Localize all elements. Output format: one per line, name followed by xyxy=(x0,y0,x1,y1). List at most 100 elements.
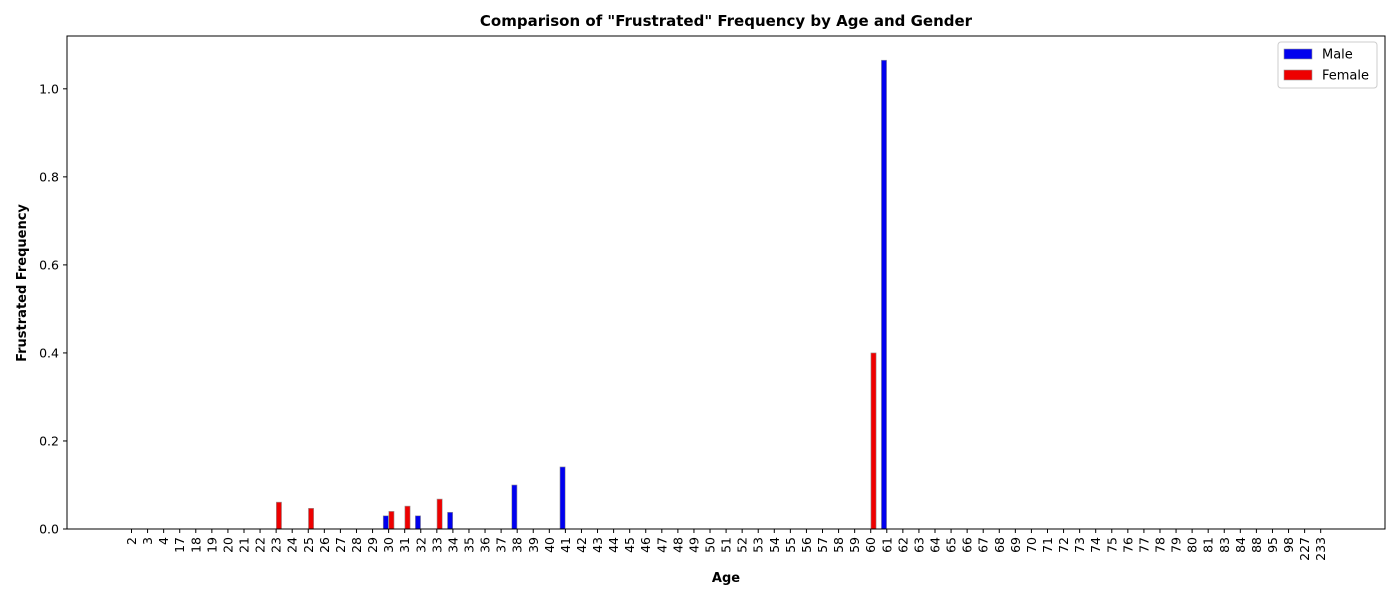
x-axis-label: Age xyxy=(712,571,740,586)
x-tick-label: 54 xyxy=(767,537,782,553)
y-tick-label: 1.0 xyxy=(39,81,59,96)
x-tick-label: 72 xyxy=(1056,537,1071,553)
x-tick-label: 35 xyxy=(461,537,476,553)
x-tick-label: 95 xyxy=(1265,537,1280,553)
x-tick-label: 29 xyxy=(365,537,380,553)
x-tick-label: 31 xyxy=(397,537,412,553)
x-tick-label: 49 xyxy=(686,537,701,553)
y-tick-label: 0.6 xyxy=(39,257,59,272)
x-tick-label: 79 xyxy=(1169,537,1184,553)
bar-female-age-30 xyxy=(388,511,395,530)
bar-female-age-33 xyxy=(436,498,443,530)
bar-female-age-60 xyxy=(870,352,877,530)
bar-male-age-61 xyxy=(881,59,887,530)
legend-label-male: Male xyxy=(1322,48,1353,63)
bar-female-age-23 xyxy=(276,501,282,530)
x-tick-label: 80 xyxy=(1185,537,1200,553)
x-tick-label: 47 xyxy=(654,537,669,553)
bars-layer xyxy=(276,59,887,530)
x-tick-label: 37 xyxy=(494,537,509,553)
x-tick-label: 19 xyxy=(204,537,219,553)
x-tick-label: 65 xyxy=(944,537,959,553)
x-tick-label: 52 xyxy=(735,537,750,553)
x-axis: 2 3 4 17 18 19 20 21 22 23 24 25 26 27 28 29 30 31 32 33 34 3… xyxy=(124,529,1328,561)
x-tick-label: 73 xyxy=(1072,537,1087,553)
x-tick-label: 227 xyxy=(1297,537,1312,561)
x-tick-label: 4 xyxy=(156,537,171,545)
legend-swatch-female xyxy=(1283,69,1313,81)
x-tick-label: 68 xyxy=(992,537,1007,553)
y-tick-label: 0.4 xyxy=(39,345,59,360)
x-tick-label: 88 xyxy=(1249,537,1264,553)
y-tick-label: 0.2 xyxy=(39,433,59,448)
x-tick-label: 24 xyxy=(285,537,300,553)
x-tick-label: 50 xyxy=(703,537,718,553)
x-tick-label: 2 xyxy=(124,537,139,545)
x-tick-label: 55 xyxy=(783,537,798,553)
x-tick-label: 44 xyxy=(606,537,621,553)
x-tick-label: 62 xyxy=(895,537,910,553)
x-tick-label: 25 xyxy=(301,537,316,553)
chart-title: Comparison of "Frustrated" Frequency by … xyxy=(480,12,973,30)
x-tick-label: 77 xyxy=(1136,537,1151,553)
x-tick-label: 61 xyxy=(879,537,894,553)
x-tick-label: 81 xyxy=(1201,537,1216,553)
x-tick-label: 76 xyxy=(1120,537,1135,553)
x-tick-label: 60 xyxy=(863,537,878,553)
x-tick-label: 33 xyxy=(429,537,444,553)
x-tick-label: 70 xyxy=(1024,537,1039,553)
x-tick-label: 98 xyxy=(1281,537,1296,553)
x-tick-label: 40 xyxy=(542,537,557,553)
plot-area xyxy=(66,35,1386,530)
x-tick-label: 64 xyxy=(928,537,943,553)
x-tick-label: 45 xyxy=(622,537,637,553)
x-tick-label: 27 xyxy=(333,537,348,553)
x-tick-label: 67 xyxy=(976,537,991,553)
x-tick-label: 84 xyxy=(1233,537,1248,553)
y-axis: 0.0 0.2 0.4 0.6 0.8 1.0 xyxy=(39,81,67,537)
x-tick-label: 57 xyxy=(815,537,830,553)
x-tick-label: 17 xyxy=(172,537,187,553)
x-tick-label: 43 xyxy=(590,537,605,553)
x-tick-label: 75 xyxy=(1104,537,1119,553)
x-tick-label: 26 xyxy=(317,537,332,553)
x-tick-label: 23 xyxy=(269,537,284,553)
x-tick-label: 28 xyxy=(349,537,364,553)
x-tick-label: 78 xyxy=(1152,537,1167,553)
y-tick-label: 0.8 xyxy=(39,169,59,184)
bar-female-age-31 xyxy=(404,505,411,530)
x-tick-label: 69 xyxy=(1008,537,1023,553)
x-tick-label: 53 xyxy=(751,537,766,553)
x-tick-label: 233 xyxy=(1313,537,1328,561)
x-tick-label: 71 xyxy=(1040,537,1055,553)
x-tick-label: 59 xyxy=(847,537,862,553)
legend: Male Female xyxy=(1277,41,1378,89)
x-tick-label: 58 xyxy=(831,537,846,553)
bar-male-age-34 xyxy=(447,511,453,530)
x-tick-label: 51 xyxy=(719,537,734,553)
bar-female-age-25 xyxy=(308,508,314,530)
x-tick-label: 63 xyxy=(911,537,926,553)
x-tick-label: 18 xyxy=(188,537,203,553)
x-tick-label: 20 xyxy=(220,537,235,553)
x-tick-label: 66 xyxy=(960,537,975,553)
x-tick-label: 42 xyxy=(574,537,589,553)
x-tick-label: 30 xyxy=(381,537,396,553)
legend-label-female: Female xyxy=(1322,69,1369,84)
x-tick-label: 83 xyxy=(1217,537,1232,553)
x-tick-label: 32 xyxy=(413,537,428,553)
x-tick-label: 3 xyxy=(140,537,155,545)
x-tick-label: 21 xyxy=(236,537,251,553)
bar-male-age-41 xyxy=(559,466,566,530)
x-tick-label: 38 xyxy=(510,537,525,553)
bar-male-age-30 xyxy=(382,515,389,530)
x-tick-label: 41 xyxy=(558,537,573,553)
x-tick-label: 56 xyxy=(799,537,814,553)
x-tick-label: 36 xyxy=(478,537,493,553)
x-tick-label: 22 xyxy=(253,537,268,553)
x-tick-label: 46 xyxy=(638,537,653,553)
x-tick-label: 34 xyxy=(445,537,460,553)
x-tick-label: 74 xyxy=(1088,537,1103,553)
bar-male-age-38 xyxy=(511,484,518,530)
